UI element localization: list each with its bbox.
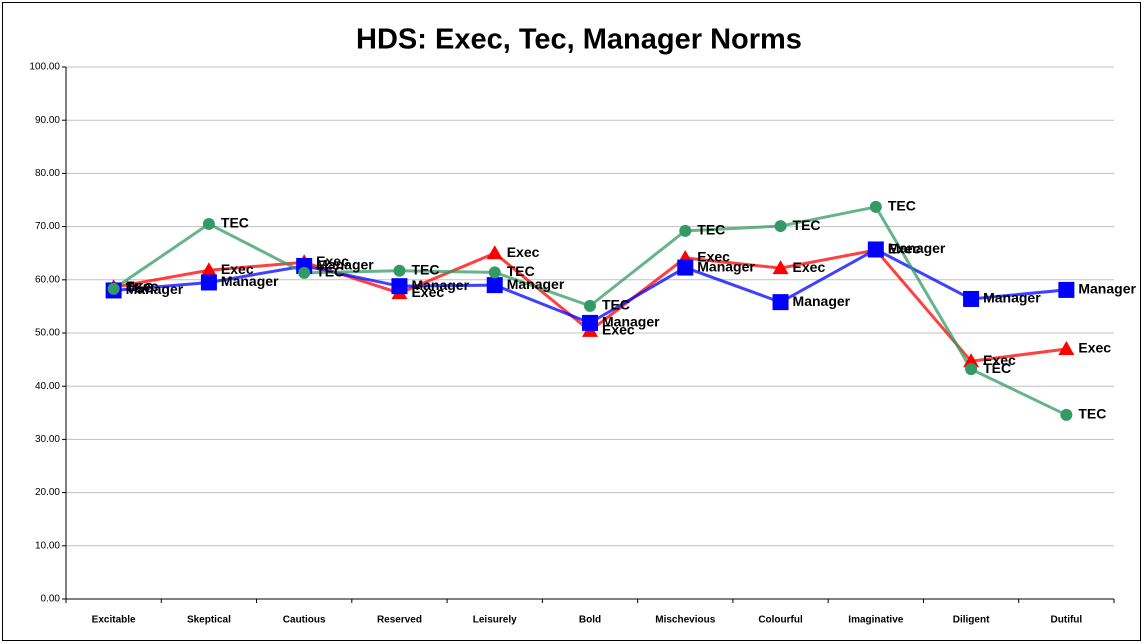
data-label: Manager [888, 240, 946, 256]
marker [391, 278, 408, 295]
data-label: Manager [316, 257, 374, 273]
data-label: Exec [697, 249, 730, 265]
y-tick-label: 20.00 [35, 487, 60, 498]
data-label: Manager [221, 273, 279, 289]
y-tick-label: 50.00 [35, 328, 60, 339]
x-tick-label: Imaginative [848, 615, 903, 626]
data-label: Exec [888, 241, 921, 257]
marker [772, 260, 789, 275]
data-label: TEC [888, 198, 916, 214]
marker [774, 220, 787, 233]
y-tick-label: 70.00 [35, 221, 60, 232]
x-tick-label: Skeptical [187, 615, 231, 626]
data-label: Manager [793, 293, 851, 309]
x-tick-label: Reserved [377, 615, 422, 626]
marker [1058, 281, 1075, 298]
marker [965, 363, 978, 376]
x-tick-label: Diligent [953, 615, 990, 626]
data-label: Exec [602, 322, 635, 338]
x-tick-label: Dutiful [1051, 615, 1083, 626]
y-tick-label: 30.00 [35, 434, 60, 445]
y-tick-label: 100.00 [29, 62, 60, 73]
marker [869, 200, 882, 213]
data-label: Exec [507, 244, 540, 260]
marker [584, 299, 596, 312]
marker [772, 294, 789, 311]
y-tick-label: 40.00 [35, 381, 60, 392]
marker [488, 266, 501, 279]
marker [963, 290, 980, 307]
marker [1058, 340, 1075, 355]
x-tick-label: Mischevious [655, 615, 715, 626]
data-label: TEC [411, 261, 439, 277]
marker [486, 245, 503, 260]
marker [393, 264, 406, 277]
marker [867, 241, 884, 258]
data-label: Manager [1078, 281, 1136, 297]
data-label: Exec [983, 352, 1016, 368]
data-label: TEC [507, 263, 535, 279]
y-tick-label: 90.00 [35, 115, 60, 126]
data-label: TEC [1078, 406, 1106, 422]
data-label: TEC [697, 222, 725, 238]
data-label: Manager [983, 290, 1041, 306]
data-label: Exec [1078, 340, 1111, 356]
marker [677, 259, 694, 276]
data-label: Exec [126, 278, 159, 294]
data-label: Exec [793, 259, 826, 275]
marker [582, 314, 598, 331]
x-tick-label: Bold [579, 615, 601, 626]
data-label: TEC [602, 297, 630, 313]
marker [200, 274, 217, 291]
x-tick-label: Leisurely [473, 615, 517, 626]
data-label: TEC [983, 360, 1011, 376]
marker [298, 266, 311, 279]
x-tick-label: Excitable [92, 615, 136, 626]
data-label: TEC [316, 264, 344, 280]
marker [963, 353, 980, 368]
marker [107, 282, 120, 295]
data-label: Manager [411, 277, 469, 293]
data-label: Manager [507, 276, 565, 292]
data-label: TEC [221, 215, 249, 231]
x-tick-label: Colourful [758, 615, 803, 626]
marker [1060, 408, 1073, 421]
data-label: TEC [126, 280, 154, 296]
data-label: TEC [793, 217, 821, 233]
data-label: Manager [697, 258, 755, 274]
y-tick-label: 10.00 [35, 540, 60, 551]
data-label: Manager [602, 314, 660, 330]
marker [486, 277, 503, 294]
chart-title: HDS: Exec, Tec, Manager Norms [356, 24, 802, 56]
data-label: Exec [411, 284, 444, 300]
y-tick-label: 80.00 [35, 168, 60, 179]
data-label: Manager [126, 281, 184, 297]
data-label: Exec [316, 253, 349, 269]
marker [679, 224, 692, 237]
y-tick-label: 60.00 [35, 274, 60, 285]
y-tick-label: 0.00 [41, 594, 61, 605]
marker [200, 262, 217, 277]
marker [202, 217, 215, 230]
data-label: Exec [221, 261, 254, 277]
x-tick-label: Cautious [283, 615, 326, 626]
